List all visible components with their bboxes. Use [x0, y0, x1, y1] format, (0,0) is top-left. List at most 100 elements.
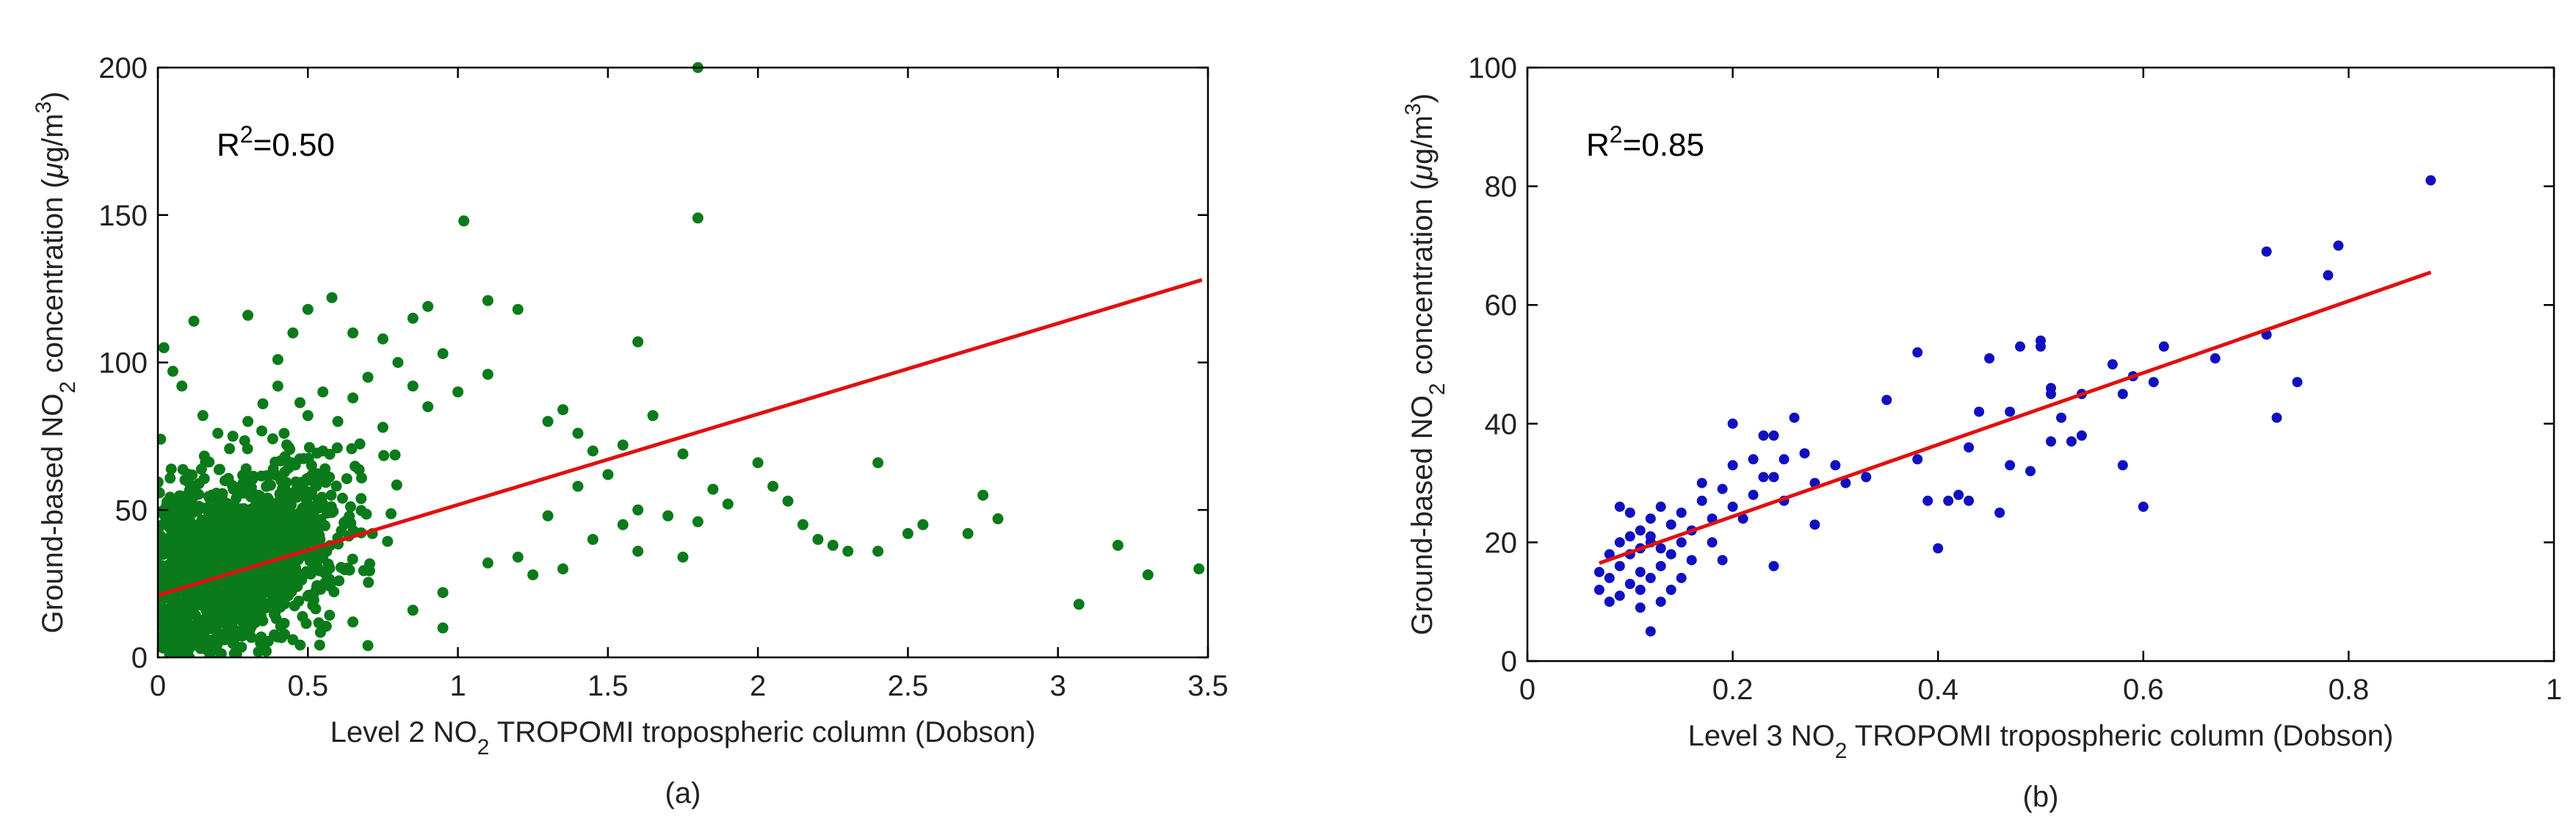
- scatter-point: [2036, 335, 2046, 346]
- scatter-point: [2271, 412, 2282, 423]
- scatter-point: [1912, 347, 1923, 358]
- y-axis-label: Ground-based NO2 concentration (μg/m3): [1401, 93, 1450, 635]
- scatter-point: [692, 516, 703, 527]
- x-tick-label: 3.5: [1187, 670, 1229, 702]
- scatter-point: [1665, 585, 1676, 595]
- scatter-point: [325, 489, 337, 501]
- scatter-point: [195, 519, 207, 531]
- y-tick-label: 100: [1468, 52, 1517, 84]
- scatter-point: [1768, 560, 1779, 571]
- scatter-point: [632, 336, 644, 347]
- scatter-point: [2005, 406, 2016, 417]
- scatter-point: [303, 486, 314, 498]
- scatter-point: [1861, 472, 1872, 483]
- scatter-point: [347, 553, 358, 565]
- scatter-point: [283, 583, 294, 595]
- scatter-point: [320, 621, 332, 632]
- scatter-point: [158, 476, 164, 488]
- scatter-point: [1604, 572, 1615, 583]
- scatter-point: [242, 309, 254, 321]
- y-tick-label: 20: [1485, 527, 1518, 559]
- scatter-point: [167, 366, 178, 377]
- scatter-point: [1614, 537, 1625, 548]
- scatter-point: [275, 596, 286, 607]
- y-axis-label-text: Ground-based NO: [1406, 395, 1439, 635]
- scatter-point: [330, 480, 342, 492]
- y-axis-label-close: ): [1406, 93, 1439, 103]
- scatter-point: [193, 500, 205, 512]
- y-axis-label-superscript: 3: [1401, 103, 1425, 115]
- scatter-point: [289, 600, 300, 612]
- scatter-point: [228, 532, 239, 544]
- scatter-point: [245, 491, 257, 502]
- scatter-point: [242, 416, 254, 427]
- scatter-point: [296, 477, 308, 488]
- scatter-point: [677, 552, 689, 563]
- scatter-point: [347, 616, 359, 628]
- scatter-point: [193, 488, 204, 500]
- scatter-point: [311, 499, 322, 511]
- scatter-point: [647, 410, 659, 422]
- scatter-point: [1943, 495, 1954, 506]
- scatter-point: [231, 492, 242, 504]
- scatter-point: [230, 577, 242, 588]
- x-tick-label: 0: [150, 670, 166, 702]
- scatter-point: [161, 546, 173, 557]
- scatter-point: [332, 416, 344, 427]
- scatter-point: [278, 505, 290, 517]
- scatter-point: [1604, 596, 1615, 607]
- scatter-point: [257, 398, 269, 410]
- scatter-point: [354, 438, 366, 450]
- scatter-point: [275, 632, 287, 643]
- scatter-point: [782, 495, 794, 507]
- scatter-point: [1645, 531, 1656, 542]
- x-tick-label: 2.5: [888, 670, 929, 702]
- scatter-point: [1676, 508, 1687, 518]
- y-axis-label-subscript: 2: [56, 381, 80, 394]
- scatter-point: [279, 451, 291, 463]
- scatter-point: [210, 587, 222, 599]
- scatter-point: [587, 445, 598, 457]
- scatter-point: [212, 628, 224, 640]
- scatter-point: [2425, 175, 2436, 186]
- scatter-point: [286, 499, 297, 510]
- scatter-point: [245, 482, 257, 494]
- scatter-point: [328, 586, 340, 598]
- scatter-point: [1676, 537, 1687, 548]
- y-tick-label: 0: [131, 642, 148, 674]
- scatter-point: [177, 463, 189, 475]
- scatter-point: [1748, 454, 1759, 465]
- scatter-point: [2107, 359, 2118, 369]
- scatter-point: [302, 410, 314, 422]
- scatter-point: [297, 533, 309, 545]
- scatter-point: [164, 472, 176, 484]
- scatter-point: [212, 535, 224, 547]
- scatter-point: [178, 525, 190, 537]
- scatter-point: [239, 514, 251, 525]
- scatter-point: [1933, 543, 1944, 554]
- r-squared-r: R: [1586, 127, 1610, 163]
- scatter-point: [319, 504, 331, 516]
- scatter-point: [197, 410, 209, 422]
- scatter-point: [299, 514, 311, 526]
- scatter-point: [255, 609, 267, 621]
- scatter-point: [314, 639, 325, 651]
- scatter-point: [1614, 560, 1625, 571]
- r-squared-value: =0.85: [1623, 127, 1704, 163]
- scatter-point: [2046, 389, 2056, 400]
- scatter-point: [347, 392, 359, 404]
- scatter-point: [178, 634, 189, 646]
- scatter-point: [458, 215, 470, 227]
- scatter-point: [331, 442, 343, 454]
- scatter-point: [1655, 596, 1666, 607]
- scatter-point: [170, 600, 182, 612]
- x-tick-label: 0: [1519, 674, 1535, 706]
- scatter-point: [242, 443, 253, 455]
- scatter-point: [339, 518, 351, 530]
- scatter-point: [237, 477, 249, 489]
- scatter-point: [1830, 460, 1841, 471]
- scatter-point: [319, 577, 330, 589]
- scatter-point: [1665, 549, 1676, 560]
